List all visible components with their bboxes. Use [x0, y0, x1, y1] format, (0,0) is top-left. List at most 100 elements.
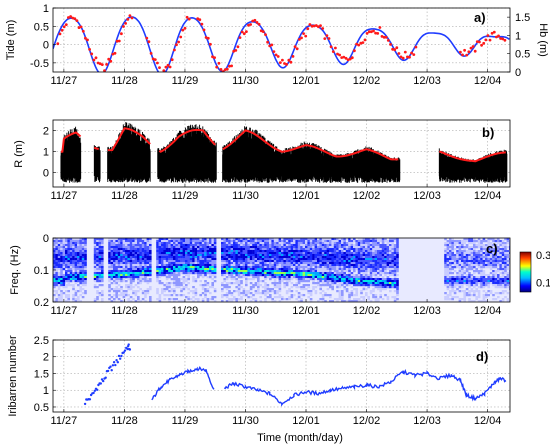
spectrogram-cell [367, 264, 370, 266]
spectrogram-cell [252, 276, 255, 278]
spectrogram-cell [322, 250, 325, 252]
spectrogram-cell [159, 274, 162, 276]
spectrogram-cell [75, 242, 78, 244]
spectrogram-cell [55, 284, 58, 286]
spectrogram-cell [58, 244, 61, 246]
spectrogram-cell [240, 280, 243, 282]
iribarren-point [115, 359, 117, 361]
spectrogram-cell [444, 250, 447, 252]
spectrogram-cell [147, 274, 150, 276]
spectrogram-cell [243, 272, 246, 274]
spectrogram-cell [156, 290, 159, 292]
hb-series-point [264, 33, 267, 36]
spectrogram-cell [348, 246, 351, 248]
spectrogram-cell [214, 262, 217, 264]
spectrogram-cell [339, 278, 342, 280]
spectrogram-cell [168, 282, 171, 284]
spectrogram-cell [334, 256, 337, 258]
hb-series-point [480, 44, 483, 47]
spectrogram-cell [132, 278, 135, 280]
spectrogram-cell [319, 248, 322, 250]
spectrogram-cell [166, 276, 169, 278]
spectrogram-cell [485, 274, 488, 276]
spectrogram-cell [257, 264, 260, 266]
spectrogram-cell [370, 248, 373, 250]
spectrogram-cell [144, 266, 147, 268]
spectrogram-cell [255, 298, 258, 300]
spectrogram-cell [118, 252, 121, 254]
spectrogram-cell [384, 264, 387, 266]
hb-series-point [465, 54, 468, 57]
spectrogram-cell [207, 268, 210, 270]
spectrogram-cell [125, 256, 128, 258]
spectrogram-cell [115, 248, 118, 250]
spectrogram-cell [173, 292, 176, 294]
spectrogram-cell [257, 270, 260, 272]
spectrogram-cell [262, 242, 265, 244]
spectrogram-cell [137, 240, 140, 242]
spectrogram-cell [324, 248, 327, 250]
hb-series-point [300, 37, 303, 40]
panel-c-ylabel: Freq. (Hz) [9, 245, 21, 295]
spectrogram-cell [331, 288, 334, 290]
spectrogram-cell [187, 252, 190, 254]
spectrogram-cell [327, 270, 330, 272]
spectrogram-cell [84, 272, 87, 274]
spectrogram-cell [207, 270, 210, 272]
spectrogram-cell [377, 256, 380, 258]
spectrogram-cell [142, 290, 145, 292]
spectrogram-cell [317, 282, 320, 284]
spectrogram-cell [370, 274, 373, 276]
spectrogram-cell [223, 280, 226, 282]
spectrogram-cell [233, 242, 236, 244]
spectrogram-cell [480, 246, 483, 248]
spectrogram-cell [132, 276, 135, 278]
spectrogram-cell [115, 264, 118, 266]
spectrogram-cell [468, 290, 471, 292]
spectrogram-cell [163, 260, 166, 262]
hb-series-point [279, 61, 282, 64]
spectrogram-cell [161, 240, 164, 242]
spectrogram-cell [473, 246, 476, 248]
spectrogram-cell [363, 270, 366, 272]
spectrogram-cell [161, 252, 164, 254]
spectrogram-cell [247, 240, 250, 242]
spectrogram-cell [180, 248, 183, 250]
spectrogram-cell [142, 276, 145, 278]
panel-b-xtick-label: 12/02 [353, 190, 381, 202]
spectrogram-cell [202, 262, 205, 264]
spectrogram-cell [262, 264, 265, 266]
spectrogram-cell [235, 286, 238, 288]
spectrogram-cell [298, 272, 301, 274]
spectrogram-cell [379, 270, 382, 272]
spectrogram-cell [72, 284, 75, 286]
spectrogram-cell [447, 268, 450, 270]
spectrogram-cell [286, 290, 289, 292]
hb-series-point [296, 47, 299, 50]
spectrogram-cell [79, 294, 82, 296]
spectrogram-cell [223, 242, 226, 244]
spectrogram-cell [497, 258, 500, 260]
spectrogram-cell [130, 296, 133, 298]
spectrogram-cell [111, 256, 114, 258]
spectrogram-cell [243, 270, 246, 272]
spectrogram-cell [358, 268, 361, 270]
spectrogram-cell [483, 290, 486, 292]
spectrogram-cell [502, 244, 505, 246]
spectrogram-cell [147, 242, 150, 244]
spectrogram-cell [499, 250, 502, 252]
spectrogram-cell [382, 264, 385, 266]
spectrogram-cell [343, 274, 346, 276]
spectrogram-cell [226, 272, 229, 274]
hb-series-point [332, 50, 335, 53]
spectrogram-cell [339, 292, 342, 294]
spectrogram-cell [175, 244, 178, 246]
spectrogram-cell [130, 284, 133, 286]
spectrogram-cell [303, 276, 306, 278]
spectrogram-cell [267, 248, 270, 250]
spectrogram-cell [211, 274, 214, 276]
spectrogram-cell [346, 274, 349, 276]
spectrogram-cell [377, 244, 380, 246]
spectrogram-cell [375, 270, 378, 272]
spectrogram-cell [132, 274, 135, 276]
